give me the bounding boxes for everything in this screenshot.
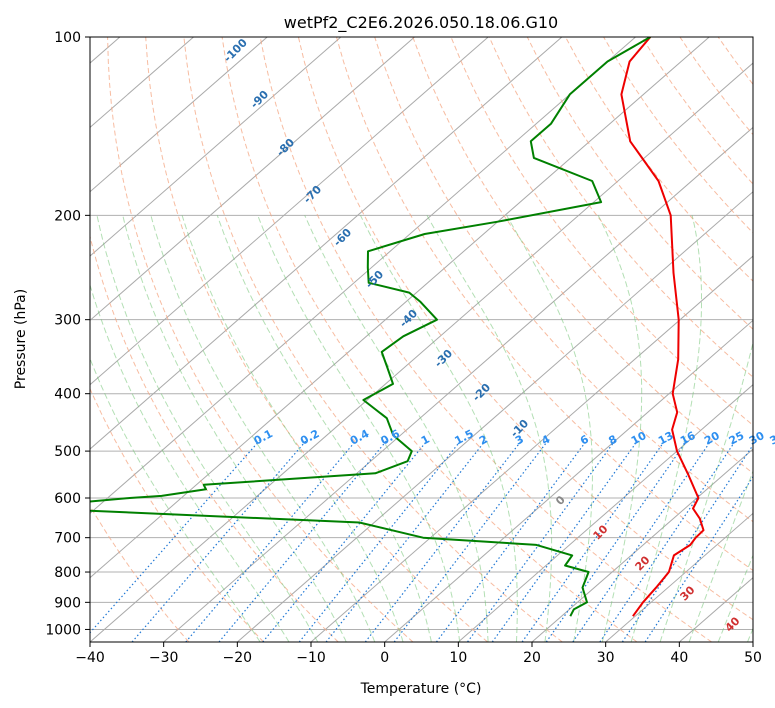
moist-adiabat-line — [717, 554, 753, 642]
isotherm-line — [90, 37, 636, 515]
mixing-ratio-label: 30 — [747, 429, 767, 448]
x-tick-label: −40 — [75, 650, 105, 666]
dry-adiabat-line — [259, 37, 712, 642]
plot-frame — [89, 36, 754, 643]
x-tick-label: 40 — [670, 650, 688, 666]
dry-adiabat-line — [107, 37, 414, 642]
mixing-ratio-label: 10 — [629, 429, 649, 448]
isotherm-line — [90, 37, 342, 257]
mixing-ratio-line — [131, 440, 307, 642]
mixing-ratio-line — [491, 440, 639, 642]
moist-adiabat-line — [216, 215, 432, 642]
isotherm-line — [163, 126, 753, 642]
moist-adiabat-line — [659, 340, 753, 642]
mixing-ratio-line — [90, 440, 260, 634]
dry-adiabat-line — [183, 37, 563, 642]
mixing-ratio-line — [521, 440, 666, 642]
isotherm-line — [237, 191, 753, 642]
moist-adiabat-line — [150, 215, 376, 642]
dry-adiabat-line — [412, 37, 753, 474]
isotherm-line — [458, 384, 753, 642]
moist-adiabat-line — [122, 215, 347, 642]
mixing-ratio-label: 16 — [678, 429, 698, 448]
mixing-ratio-label: 20 — [702, 429, 722, 448]
mixing-ratio-line — [467, 440, 616, 642]
x-tick-label: 50 — [744, 650, 762, 666]
moist-adiabat-line — [181, 215, 404, 642]
mixing-ratio-line — [572, 440, 712, 642]
x-tick-label: 20 — [523, 650, 541, 666]
chart-title: wetPf2_C2E6.2026.050.18.06.G10 — [284, 13, 558, 33]
sounding-series — [90, 37, 705, 617]
isotherm-line — [605, 512, 753, 642]
isotherm-line — [90, 37, 489, 386]
dry-adiabat-line — [90, 387, 264, 642]
moist-adiabat-line — [359, 215, 518, 642]
axes: −40 −30 −20 −10 0 10 20 30 40 50 100 200 300 400 500 60… — [45, 30, 762, 666]
y-tick-label: 800 — [54, 565, 81, 581]
dry-adiabat-line — [336, 37, 753, 572]
moist-adiabat-line — [257, 215, 461, 642]
y-axis-label: Pressure (hPa) — [13, 289, 29, 389]
mixing-ratio-line — [298, 440, 462, 642]
x-tick-label: 30 — [597, 650, 615, 666]
x-tick-label: −10 — [296, 650, 326, 666]
y-tick-label: 400 — [54, 387, 81, 403]
y-tick-label: 700 — [54, 531, 81, 547]
mixing-ratio-line — [644, 475, 753, 642]
background-lines — [90, 37, 753, 642]
isotherm-line — [310, 255, 753, 642]
x-tick-label: −30 — [149, 650, 179, 666]
dry-adiabat-line — [221, 37, 638, 642]
moist-adiabat-line — [96, 215, 319, 642]
y-tick-label: 1000 — [45, 622, 81, 638]
y-tick-label: 500 — [54, 444, 81, 460]
mixing-ratio-label: 13 — [656, 429, 676, 448]
moist-adiabat-line — [90, 283, 290, 642]
moist-adiabat-line — [688, 469, 753, 642]
isotherm-line — [90, 37, 268, 193]
isotherm-line — [90, 37, 563, 450]
isotherm-line — [384, 319, 753, 642]
x-tick-label: 10 — [449, 650, 467, 666]
mixing-ratio-line — [325, 440, 486, 642]
y-tick-label: 300 — [54, 313, 81, 329]
moist-adiabat-line — [506, 215, 593, 642]
moist-adiabat-line — [90, 357, 261, 642]
dewpoint-profile — [90, 37, 651, 617]
y-tick-label: 200 — [54, 208, 81, 224]
mixing-ratio-line — [435, 440, 588, 642]
isotherm-line — [90, 62, 753, 642]
mixing-ratio-label: 25 — [727, 429, 747, 448]
dry-adiabat-line — [145, 37, 488, 642]
dry-adiabat-line — [297, 37, 753, 621]
moist-adiabat-line — [304, 215, 489, 642]
moist-adiabat-line — [597, 215, 643, 642]
moist-adiabat-line — [426, 215, 553, 642]
y-tick-label: 900 — [54, 595, 81, 611]
x-tick-label: −20 — [223, 650, 253, 666]
isotherm-line — [90, 37, 415, 322]
x-axis-label: Temperature (°C) — [360, 681, 482, 697]
mixing-ratio-line — [545, 440, 688, 642]
mixing-ratio-line — [364, 440, 522, 642]
x-tick-label: 0 — [380, 650, 389, 666]
temperature-profile — [620, 37, 705, 617]
mixing-ratio-line — [621, 443, 753, 642]
isotherm-line — [531, 448, 753, 642]
mixing-ratio-line — [599, 440, 737, 642]
isotherm-line — [90, 37, 710, 579]
y-tick-label: 100 — [54, 30, 81, 46]
mixing-ratio-line — [262, 440, 428, 642]
dry-adiabat-line — [488, 37, 753, 378]
y-tick-label: 600 — [54, 491, 81, 507]
dry-adiabat-line — [374, 37, 753, 523]
mixing-ratio-label: 36 — [768, 429, 775, 448]
